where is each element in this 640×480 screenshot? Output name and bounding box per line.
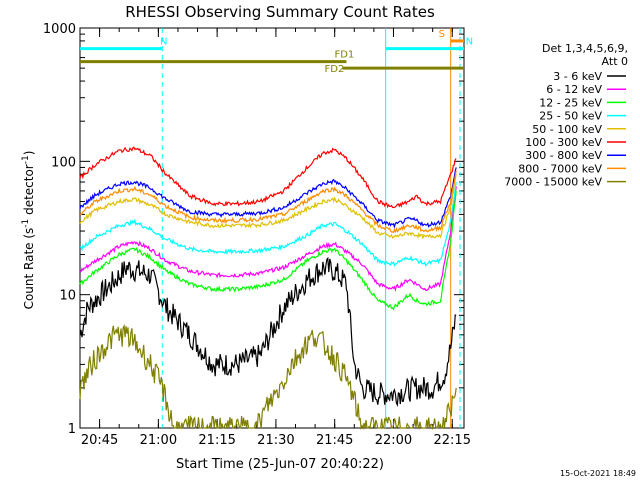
series-line-6 bbox=[79, 146, 457, 209]
series-line-5 bbox=[79, 174, 457, 240]
legend-header-line1: Det 1,3,4,5,6,9, bbox=[542, 42, 628, 55]
legend-label: 7000 - 15000 keV bbox=[504, 176, 602, 189]
series-line-3 bbox=[79, 190, 457, 311]
y-axis-label-sup2: -1 bbox=[21, 155, 31, 164]
legend-label: 25 - 50 keV bbox=[539, 110, 602, 123]
x-axis-label: Start Time (25-Jun-07 20:40:22) bbox=[176, 457, 384, 472]
x-tick-label: 21:00 bbox=[140, 433, 177, 448]
mode-bar-label: N bbox=[466, 37, 473, 48]
series-line-1 bbox=[79, 256, 457, 407]
legend-label: 50 - 100 keV bbox=[532, 123, 602, 136]
series-line-2 bbox=[79, 186, 457, 292]
series-line-4 bbox=[79, 181, 457, 267]
y-axis-label: Count Rate (s-1 detector-1) bbox=[21, 151, 36, 310]
legend-label: 6 - 12 keV bbox=[546, 83, 602, 96]
mode-bar-label: FD2 bbox=[325, 64, 345, 75]
mode-bar-label: S bbox=[439, 29, 445, 40]
x-tick-label: 22:15 bbox=[434, 433, 471, 448]
y-axis-label-part2: detector bbox=[22, 164, 36, 219]
y-axis-label-sup1: -1 bbox=[21, 219, 31, 228]
legend-label: 12 - 25 keV bbox=[539, 96, 602, 109]
y-tick-label: 1000 bbox=[43, 22, 76, 37]
x-tick-label: 22:00 bbox=[375, 433, 412, 448]
x-tick-label: 20:45 bbox=[81, 433, 118, 448]
legend-label: 3 - 6 keV bbox=[553, 70, 602, 83]
legend-header-line2: Att 0 bbox=[602, 55, 628, 68]
mode-bar-label: FD1 bbox=[334, 50, 354, 61]
y-axis-label-part1: Count Rate (s bbox=[22, 228, 36, 310]
x-tick-label: 21:15 bbox=[198, 433, 235, 448]
plot-frame bbox=[79, 27, 465, 429]
y-tick-label: 10 bbox=[59, 289, 76, 304]
series-line-8 bbox=[79, 170, 457, 234]
y-axis-label-part3: ) bbox=[22, 151, 36, 156]
plot-area: 1 10 100 1000 20:45 21:00 21:15 21:30 21:45 22:00… bbox=[43, 22, 473, 448]
x-tick-label: 21:30 bbox=[257, 433, 294, 448]
x-tick-label: 21:45 bbox=[316, 433, 353, 448]
footer-date: 15-Oct-2021 18:49 bbox=[560, 469, 636, 478]
legend-label: 100 - 300 keV bbox=[525, 136, 602, 149]
chart-title: RHESSI Observing Summary Count Rates bbox=[125, 3, 435, 21]
y-tick-label: 1 bbox=[68, 422, 76, 437]
legend-label: 800 - 7000 keV bbox=[518, 162, 602, 175]
mode-bar-label: N bbox=[160, 37, 167, 48]
series-line-9 bbox=[79, 323, 457, 431]
legend-label: 300 - 800 keV bbox=[525, 149, 602, 162]
series-line-7 bbox=[79, 167, 457, 230]
y-tick-label: 100 bbox=[51, 155, 76, 170]
